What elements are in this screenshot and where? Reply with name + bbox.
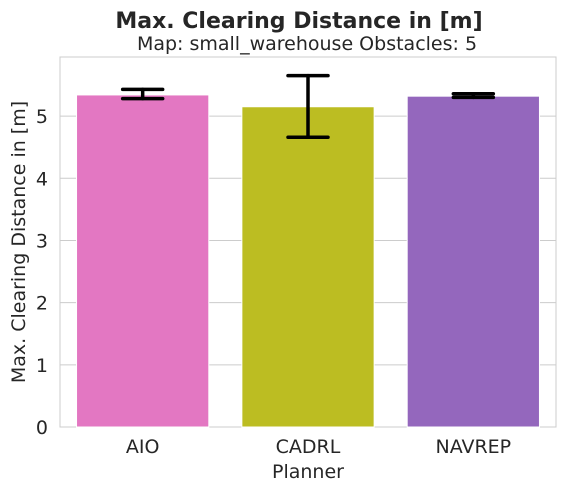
x-tick-label: CADRL [276,436,341,458]
x-tick-label: AIO [126,436,160,458]
chart-title: Max. Clearing Distance in [m] [115,9,482,34]
y-tick-label: 5 [36,106,48,128]
bar-cadrl [241,106,375,428]
y-tick-label: 1 [36,355,48,377]
y-axis-label: Max. Clearing Distance in [m] [8,101,30,383]
x-axis-label: Planner [272,461,344,483]
chart-subtitle: Map: small_warehouse Obstacles: 5 [137,33,477,55]
y-tick-label: 3 [36,230,48,252]
bar-aio [76,94,210,428]
y-tick-label: 2 [36,293,48,315]
error-bars [120,73,496,139]
x-tick-label: NAVREP [435,436,511,458]
y-tick-label: 0 [36,417,48,439]
y-tick-labels: 0 1 2 3 4 5 [36,106,48,439]
x-tick-labels: AIO CADRL NAVREP [126,436,511,458]
y-tick-label: 4 [36,168,48,190]
bar-navrep [406,95,540,428]
bars [76,94,540,428]
